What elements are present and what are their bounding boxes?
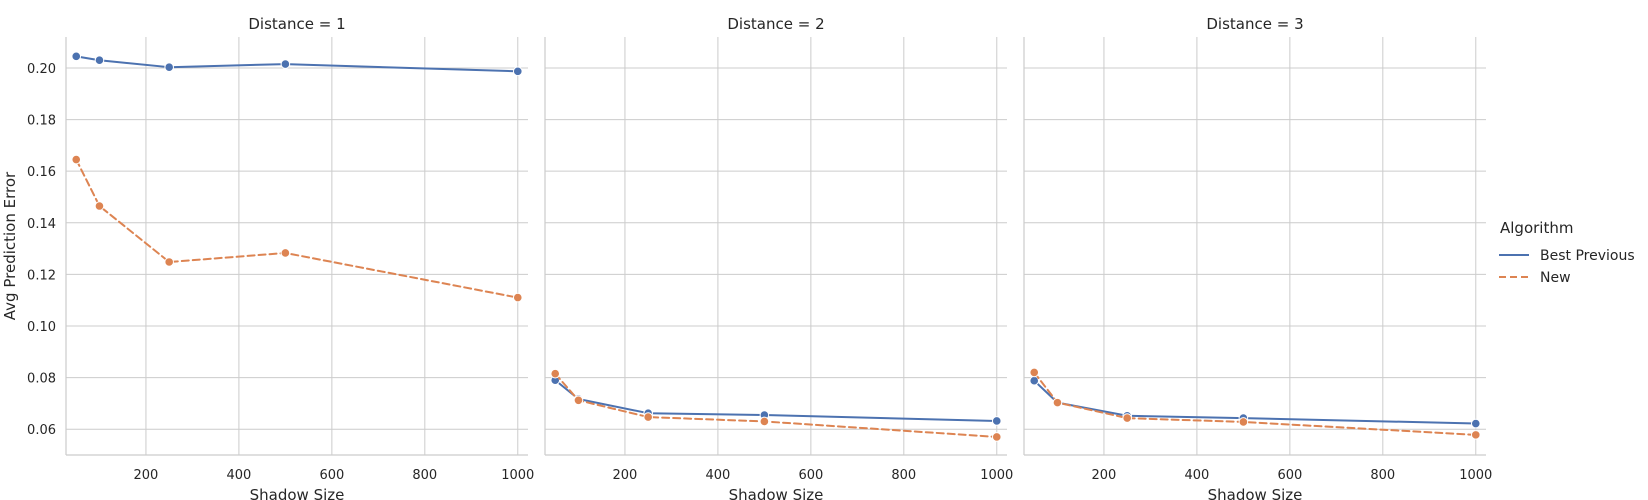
data-point-new <box>1470 430 1481 440</box>
x-tick-label: 200 <box>613 468 638 483</box>
x-tick-label: 200 <box>134 468 159 483</box>
data-point-best-previous <box>1470 418 1481 429</box>
x-tick-label: 800 <box>412 468 437 483</box>
data-point-new <box>759 416 770 427</box>
panel-title: Distance = 1 <box>248 15 345 33</box>
data-point-new <box>573 395 584 406</box>
panel-title: Distance = 3 <box>1206 15 1303 33</box>
x-tick-label: 800 <box>891 468 916 483</box>
legend-label: Best Previous <box>1540 248 1635 264</box>
x-tick-label: 200 <box>1092 468 1117 483</box>
data-point-new <box>550 368 561 379</box>
data-point-best-previous <box>991 416 1002 426</box>
series-line-new <box>75 158 519 299</box>
data-point-new <box>643 412 653 422</box>
data-point-new <box>1052 397 1063 408</box>
y-tick-label: 0.10 <box>27 320 56 335</box>
legend-label: New <box>1540 270 1571 286</box>
x-tick-label: 1000 <box>980 468 1013 483</box>
series-line-best-previous <box>75 55 519 73</box>
series-line-new <box>554 372 998 438</box>
x-tick-label: 800 <box>1370 468 1395 483</box>
x-axis-title: Shadow Size <box>729 486 824 500</box>
data-point-new <box>280 248 291 258</box>
y-tick-label: 0.08 <box>27 372 56 387</box>
data-point-new <box>1029 367 1040 378</box>
y-tick-label: 0.16 <box>27 165 56 180</box>
data-point-new <box>991 432 1002 442</box>
data-point-new <box>164 257 174 267</box>
x-tick-label: 600 <box>1277 468 1302 483</box>
data-point-best-previous <box>280 59 291 69</box>
x-tick-label: 600 <box>798 468 823 483</box>
series-line-best-previous <box>554 379 998 422</box>
y-tick-label: 0.06 <box>27 423 56 438</box>
x-tick-label: 1000 <box>1459 468 1492 483</box>
series-line-best-previous <box>1033 379 1477 425</box>
data-point-new <box>1122 413 1132 423</box>
data-point-best-previous <box>164 62 174 72</box>
x-tick-label: 600 <box>319 468 344 483</box>
panel-title: Distance = 2 <box>727 15 824 33</box>
x-tick-label: 400 <box>1184 468 1209 483</box>
y-tick-label: 0.18 <box>27 114 56 129</box>
y-tick-label: 0.12 <box>27 268 56 283</box>
data-point-new <box>94 201 105 211</box>
data-point-best-previous <box>71 51 82 62</box>
x-tick-label: 400 <box>226 468 251 483</box>
y-tick-label: 0.20 <box>27 62 56 77</box>
data-point-new <box>71 154 82 165</box>
data-point-new <box>512 292 523 303</box>
data-point-best-previous <box>94 55 105 66</box>
series-line-new <box>1033 371 1477 436</box>
legend-title: Algorithm <box>1500 219 1573 237</box>
x-axis-title: Shadow Size <box>1208 486 1303 500</box>
x-tick-label: 1000 <box>501 468 534 483</box>
x-tick-label: 400 <box>705 468 730 483</box>
y-axis-title: Avg Prediction Error <box>1 171 19 320</box>
data-point-best-previous <box>512 66 523 77</box>
y-tick-label: 0.14 <box>27 217 56 232</box>
data-point-new <box>1238 417 1249 427</box>
x-axis-title: Shadow Size <box>250 486 345 500</box>
